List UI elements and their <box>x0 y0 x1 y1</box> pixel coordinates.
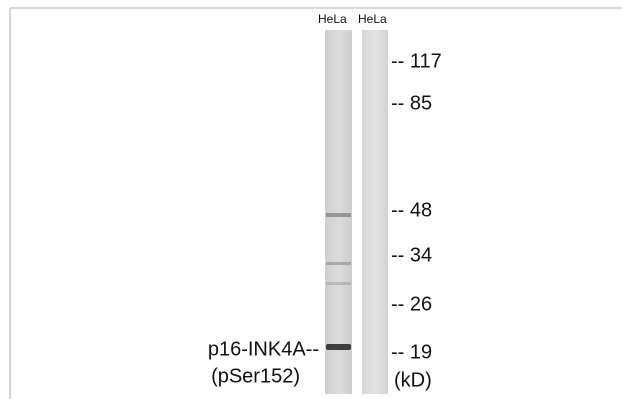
marker-label: -- 48 <box>391 199 432 221</box>
marker-label: -- 19 <box>391 341 432 363</box>
marker-label: -- 34 <box>391 244 432 266</box>
blot-figure: HeLa HeLa -- 117 -- 85 -- 48 -- 34 -- 26… <box>0 0 622 399</box>
protein-label: p16-INK4A-- <box>208 338 319 360</box>
lane-label: HeLa <box>318 12 347 26</box>
page: HeLa HeLa -- 117 -- 85 -- 48 -- 34 -- 26… <box>0 0 622 399</box>
lane <box>325 30 352 394</box>
band <box>326 213 351 217</box>
band <box>326 262 351 265</box>
marker-label: -- 117 <box>391 50 442 72</box>
band <box>326 344 351 350</box>
protein-label: (pSer152) <box>211 365 300 387</box>
marker-label: -- 85 <box>391 92 432 114</box>
band <box>326 282 351 285</box>
lane-label: HeLa <box>358 12 387 26</box>
unit-label: (kD) <box>394 369 432 391</box>
marker-label: -- 26 <box>391 293 432 315</box>
lane <box>362 30 388 394</box>
